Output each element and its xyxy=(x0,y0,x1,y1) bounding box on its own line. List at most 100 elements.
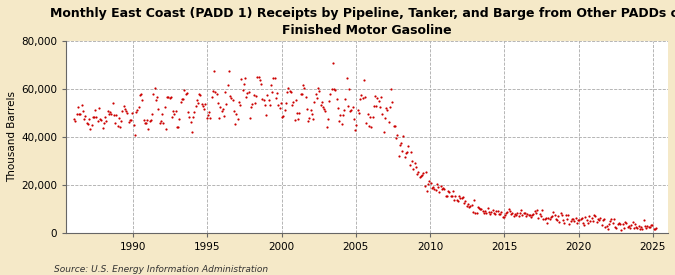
Point xyxy=(237,88,248,92)
Point xyxy=(387,100,398,104)
Point xyxy=(627,220,638,224)
Point xyxy=(281,100,292,105)
Point xyxy=(127,111,138,115)
Point xyxy=(293,117,304,121)
Point xyxy=(196,101,207,106)
Point xyxy=(132,108,142,112)
Point xyxy=(213,101,223,105)
Point xyxy=(603,221,614,226)
Point xyxy=(90,108,101,112)
Point xyxy=(580,214,591,219)
Point xyxy=(351,123,362,127)
Point xyxy=(223,69,234,73)
Point xyxy=(171,125,182,129)
Point xyxy=(404,163,415,167)
Point xyxy=(594,218,605,222)
Point xyxy=(215,104,225,109)
Point xyxy=(115,125,126,130)
Point xyxy=(105,110,115,114)
Point xyxy=(435,184,446,188)
Point xyxy=(585,218,596,223)
Point xyxy=(309,100,320,104)
Point xyxy=(296,92,306,97)
Point xyxy=(230,122,240,126)
Point xyxy=(646,223,657,227)
Point xyxy=(574,217,585,222)
Point xyxy=(211,92,222,96)
Point xyxy=(398,134,409,138)
Point xyxy=(518,211,529,216)
Point xyxy=(538,216,549,221)
Point xyxy=(464,204,475,209)
Point xyxy=(631,225,642,229)
Point xyxy=(418,171,429,175)
Point xyxy=(299,86,310,90)
Point xyxy=(352,108,363,112)
Point xyxy=(174,117,185,121)
Point xyxy=(198,104,209,108)
Point xyxy=(445,193,456,198)
Point xyxy=(357,96,368,101)
Point xyxy=(611,226,622,230)
Point xyxy=(286,90,296,94)
Point xyxy=(534,211,545,216)
Point xyxy=(240,75,250,80)
Point xyxy=(403,144,414,148)
Point xyxy=(412,171,423,176)
Point xyxy=(413,169,424,174)
Point xyxy=(262,93,273,97)
Point xyxy=(251,94,262,98)
Point xyxy=(513,214,524,219)
Point xyxy=(168,109,179,113)
Point xyxy=(94,106,105,110)
Point xyxy=(324,99,335,103)
Point xyxy=(72,112,82,116)
Point xyxy=(151,98,161,102)
Point xyxy=(355,97,366,101)
Point xyxy=(304,116,315,120)
Point xyxy=(543,216,554,221)
Point xyxy=(146,112,157,116)
Point xyxy=(637,227,648,232)
Point xyxy=(421,170,431,175)
Point xyxy=(596,223,607,227)
Point xyxy=(410,164,421,169)
Point xyxy=(252,75,263,79)
Point xyxy=(100,115,111,120)
Point xyxy=(600,225,611,230)
Point xyxy=(649,227,660,231)
Point xyxy=(621,221,632,226)
Point xyxy=(651,226,661,230)
Point xyxy=(576,216,587,220)
Point xyxy=(483,209,494,214)
Point xyxy=(504,208,515,213)
Point xyxy=(364,115,375,119)
Point xyxy=(70,118,81,123)
Point xyxy=(416,173,427,177)
Point xyxy=(391,136,402,140)
Point xyxy=(169,112,180,116)
Point xyxy=(95,117,105,122)
Point xyxy=(289,118,300,122)
Point xyxy=(632,226,643,230)
Point xyxy=(277,114,288,119)
Point xyxy=(198,107,209,111)
Point xyxy=(158,121,169,126)
Point xyxy=(449,198,460,202)
Point xyxy=(331,97,342,101)
Point xyxy=(91,114,102,119)
Point xyxy=(134,93,145,98)
Point xyxy=(320,109,331,114)
Point xyxy=(170,109,181,113)
Point xyxy=(325,92,336,96)
Point xyxy=(376,95,387,100)
Point xyxy=(452,198,462,202)
Point xyxy=(219,114,230,118)
Point xyxy=(138,117,149,122)
Point xyxy=(575,216,586,221)
Point xyxy=(327,61,338,65)
Point xyxy=(311,95,322,100)
Point xyxy=(113,116,124,120)
Point xyxy=(200,101,211,106)
Point xyxy=(523,213,534,217)
